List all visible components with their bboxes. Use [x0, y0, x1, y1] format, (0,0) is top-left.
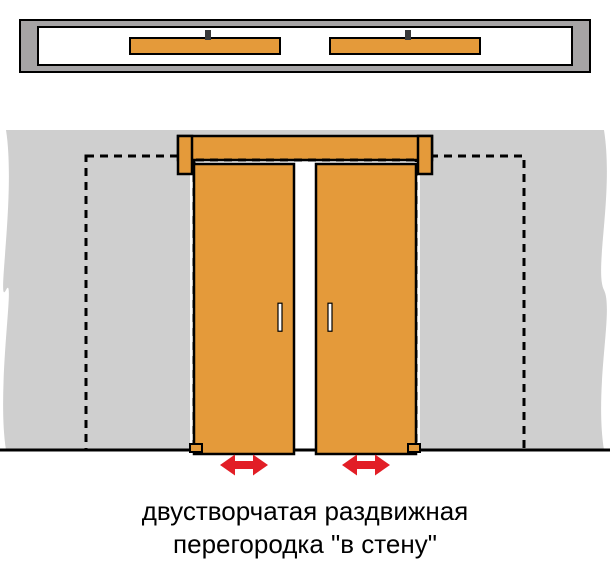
diagram-svg — [0, 0, 610, 570]
header-post-1 — [178, 136, 192, 174]
caption: двустворчатая раздвижная перегородка "в … — [0, 495, 610, 560]
caption-line-1: двустворчатая раздвижная — [0, 495, 610, 528]
floor-guide-1 — [190, 444, 202, 452]
caption-line-2: перегородка "в стену" — [0, 528, 610, 561]
pocket-door-diagram: двустворчатая раздвижная перегородка "в … — [0, 0, 610, 570]
slide-arrow-1 — [220, 455, 268, 476]
top-roller-2 — [405, 30, 411, 40]
header-beam — [178, 136, 432, 160]
header-post-2 — [418, 136, 432, 174]
slide-arrow-2 — [342, 455, 390, 476]
top-door-2 — [330, 38, 480, 54]
top-roller-1 — [205, 30, 211, 40]
door-handle-1 — [278, 303, 282, 331]
floor-guide-2 — [408, 444, 420, 452]
top-door-1 — [130, 38, 280, 54]
top-track-slot — [38, 27, 572, 65]
door-handle-2 — [328, 303, 332, 331]
